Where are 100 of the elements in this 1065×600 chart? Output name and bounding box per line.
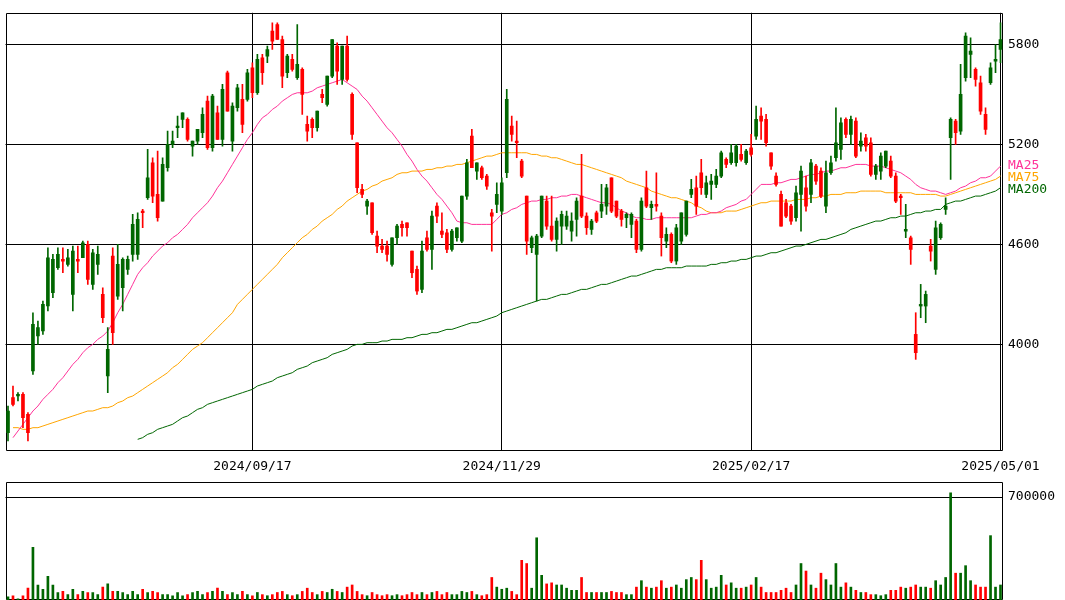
bar xyxy=(949,492,952,600)
bar xyxy=(679,587,683,600)
bar xyxy=(929,587,933,600)
bar xyxy=(495,586,499,600)
bar xyxy=(894,590,898,600)
bar xyxy=(974,584,977,600)
bar xyxy=(684,579,688,600)
bar xyxy=(310,592,314,600)
bar xyxy=(161,594,164,600)
bar xyxy=(81,591,85,600)
bar xyxy=(530,587,534,600)
x-tick-label: 2024/09/17 xyxy=(213,458,292,474)
bar xyxy=(625,594,628,600)
bar xyxy=(280,591,284,600)
bar xyxy=(500,588,504,600)
bar xyxy=(630,594,633,600)
bar xyxy=(734,587,738,600)
bar xyxy=(694,579,698,600)
bar xyxy=(515,594,519,600)
bar xyxy=(91,592,95,600)
bar xyxy=(989,535,992,600)
bar xyxy=(211,591,214,600)
bar xyxy=(276,592,279,600)
bar xyxy=(954,572,957,600)
bar xyxy=(256,592,259,600)
bar xyxy=(565,587,568,600)
bar xyxy=(76,594,80,600)
bar xyxy=(655,586,658,600)
bar xyxy=(729,582,733,600)
candlestick xyxy=(295,24,300,80)
bar xyxy=(959,572,962,600)
bar xyxy=(595,592,598,600)
bar xyxy=(904,587,908,600)
bar xyxy=(520,559,524,600)
bar xyxy=(485,594,489,600)
y-tick-label: 5200 xyxy=(1008,135,1040,151)
bar xyxy=(101,586,105,600)
bar xyxy=(116,591,120,600)
bar xyxy=(879,595,883,600)
bar xyxy=(635,586,638,600)
bar xyxy=(924,586,928,600)
bar xyxy=(251,595,254,600)
bar xyxy=(295,594,299,600)
bar xyxy=(290,595,294,600)
bar xyxy=(106,583,110,600)
bar xyxy=(909,586,913,600)
bar xyxy=(196,591,199,600)
bar xyxy=(615,592,618,600)
x-tick-label: 2025/05/01 xyxy=(961,458,1040,474)
bar xyxy=(545,583,548,600)
bar xyxy=(600,592,603,600)
bar xyxy=(191,592,194,600)
y-tick-label: 4600 xyxy=(1008,235,1040,251)
bar xyxy=(505,587,509,600)
bar xyxy=(315,594,319,600)
bar xyxy=(330,588,334,600)
bar xyxy=(156,592,159,600)
bar xyxy=(510,591,514,600)
bar xyxy=(934,580,937,600)
bar xyxy=(166,594,169,600)
bar xyxy=(640,580,643,600)
bar xyxy=(126,594,130,600)
bar xyxy=(171,595,174,600)
candlestick xyxy=(928,239,933,262)
bar xyxy=(719,575,723,600)
bar xyxy=(724,584,728,600)
bar xyxy=(984,586,987,600)
bar xyxy=(874,594,878,600)
bar xyxy=(674,584,678,600)
bar xyxy=(570,590,573,600)
bar xyxy=(201,594,204,600)
bar xyxy=(325,592,329,600)
bar xyxy=(699,559,703,600)
bar xyxy=(550,582,553,600)
candlestick xyxy=(489,209,494,252)
bar xyxy=(236,594,239,600)
bar xyxy=(320,591,324,600)
y-tick-label: 5800 xyxy=(1008,35,1040,51)
bar xyxy=(480,595,484,600)
bar xyxy=(650,587,653,600)
bar xyxy=(590,592,593,600)
bar xyxy=(535,537,538,600)
bar xyxy=(141,588,144,600)
bar xyxy=(131,591,135,600)
bar xyxy=(555,584,558,600)
bar xyxy=(525,563,529,600)
y-tick-label: 4000 xyxy=(1008,335,1040,351)
bar xyxy=(689,577,693,600)
bar xyxy=(660,580,663,600)
bar xyxy=(899,586,903,600)
bar xyxy=(914,584,918,600)
bar xyxy=(475,594,479,600)
bar xyxy=(605,592,608,600)
bar xyxy=(665,587,668,600)
bar xyxy=(969,580,972,600)
bar xyxy=(620,592,623,600)
bar xyxy=(575,590,578,600)
bar xyxy=(670,586,673,600)
bar xyxy=(884,594,888,600)
bar xyxy=(704,579,708,600)
